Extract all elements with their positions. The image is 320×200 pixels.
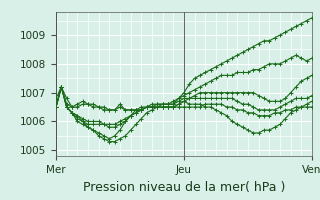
X-axis label: Pression niveau de la mer( hPa ): Pression niveau de la mer( hPa ): [83, 181, 285, 194]
